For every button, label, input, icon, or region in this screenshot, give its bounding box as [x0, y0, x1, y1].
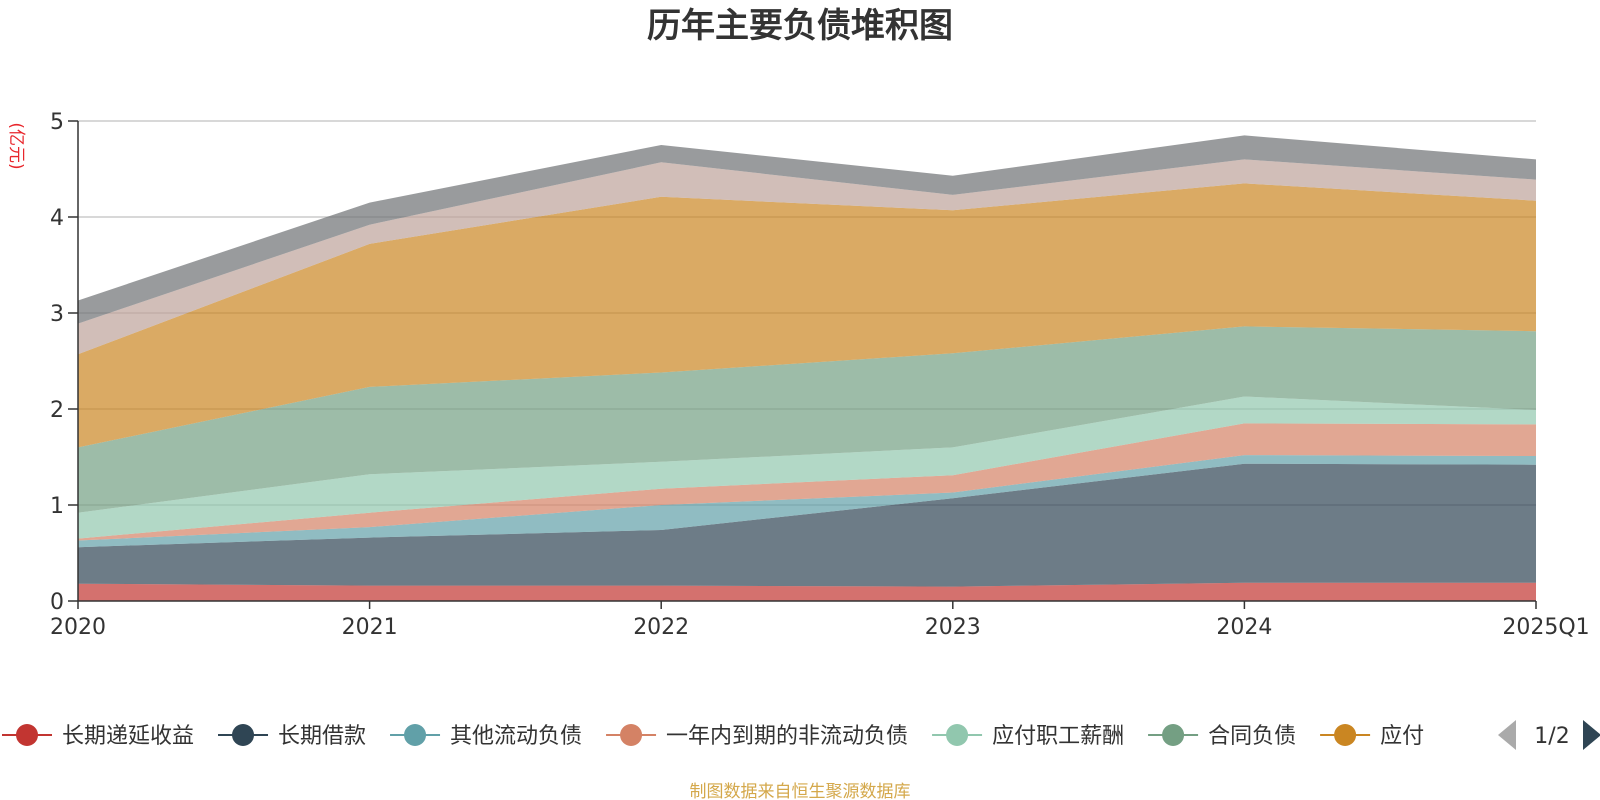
area-series-1 — [78, 463, 1536, 587]
x-tick-label: 2021 — [342, 615, 398, 640]
legend-marker-icon — [16, 724, 38, 746]
y-tick-label: 1 — [50, 494, 64, 519]
legend-marker-icon — [1334, 724, 1357, 746]
legend-marker-icon — [620, 724, 643, 746]
y-axis-ticks: 0 1 2 3 4 5 — [50, 110, 78, 615]
y-tick-label: 5 — [50, 110, 64, 135]
y-axis-unit: (亿元) — [6, 122, 26, 169]
legend-item[interactable]: 应付职工薪酬 — [932, 724, 1124, 749]
legend-label: 长期借款 — [278, 724, 366, 749]
area-series-7 — [78, 159, 1536, 355]
y-tick-label: 4 — [50, 206, 64, 231]
area-series-5 — [78, 326, 1536, 513]
legend-prev-arrow-icon[interactable] — [1498, 720, 1516, 750]
stacked-areas — [78, 135, 1536, 601]
x-tick-label: 2020 — [50, 615, 106, 640]
axes — [77, 121, 1536, 602]
legend-marker-icon — [232, 724, 255, 746]
legend-label: 应付 — [1380, 724, 1424, 749]
legend-marker-icon — [404, 724, 427, 746]
y-tick-label: 3 — [50, 302, 64, 327]
x-tick-label: 2024 — [1216, 615, 1272, 640]
x-axis-ticks: 2020 2021 2022 2023 2024 2025Q1 — [50, 601, 1590, 640]
legend-next-arrow-icon[interactable] — [1583, 720, 1600, 750]
y-tick-label: 0 — [50, 590, 64, 615]
legend-label: 长期递延收益 — [62, 724, 194, 749]
legend-pager: 1/2 — [1498, 720, 1600, 750]
x-tick-label: 2025Q1 — [1502, 615, 1589, 640]
x-tick-label: 2022 — [633, 615, 689, 640]
legend-item[interactable]: 一年内到期的非流动负债 — [606, 724, 908, 749]
x-tick-label: 2023 — [925, 615, 981, 640]
chart-title: 历年主要负债堆积图 — [647, 6, 953, 46]
area-series-6 — [78, 183, 1536, 448]
legend-label: 一年内到期的非流动负债 — [666, 724, 908, 749]
legend-item[interactable]: 长期递延收益 — [2, 724, 194, 749]
area-series-8 — [78, 135, 1536, 324]
y-tick-label: 2 — [50, 398, 64, 423]
legend-marker-icon — [1162, 724, 1185, 746]
legend-label: 其他流动负债 — [450, 724, 582, 749]
legend-item[interactable]: 长期借款 — [218, 724, 366, 749]
area-series-0 — [78, 582, 1536, 601]
data-source-note: 制图数据来自恒生聚源数据库 — [690, 782, 911, 800]
legend-label: 应付职工薪酬 — [992, 724, 1124, 749]
legend-page-indicator: 1/2 — [1534, 724, 1569, 749]
legend-marker-icon — [946, 724, 969, 746]
area-series-4 — [78, 396, 1536, 539]
legend-label: 合同负债 — [1208, 724, 1296, 749]
legend-item[interactable]: 其他流动负债 — [390, 724, 582, 749]
legend-item[interactable]: 应付 — [1320, 724, 1424, 749]
legend-item[interactable]: 合同负债 — [1148, 724, 1296, 749]
legend: 长期递延收益 长期借款 其他流动负债 一年内到期的非流动负债 应付职工薪酬 合同负债 应付 — [2, 724, 1424, 749]
area-series-2 — [78, 455, 1536, 548]
